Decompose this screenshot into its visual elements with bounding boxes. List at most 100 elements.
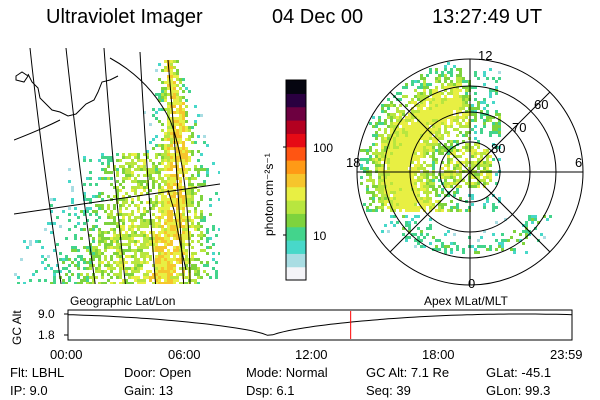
image-pixel: [378, 161, 381, 164]
image-pixel: [161, 159, 164, 162]
image-pixel: [218, 252, 220, 255]
image-pixel: [405, 221, 408, 224]
image-pixel: [50, 222, 53, 225]
image-pixel: [444, 77, 447, 80]
image-pixel: [378, 134, 381, 137]
image-pixel: [152, 168, 155, 171]
image-pixel: [140, 246, 143, 249]
image-pixel: [122, 252, 125, 255]
image-pixel: [375, 149, 378, 152]
image-pixel: [122, 213, 125, 216]
param-flt: Flt: LBHL: [10, 365, 65, 380]
image-pixel: [399, 206, 402, 209]
image-pixel: [477, 185, 480, 188]
image-pixel: [86, 267, 89, 270]
image-pixel: [486, 104, 489, 107]
image-pixel: [131, 222, 134, 225]
image-pixel: [185, 258, 188, 261]
image-pixel: [119, 249, 122, 252]
image-pixel: [411, 110, 414, 113]
image-pixel: [417, 200, 420, 203]
image-pixel: [77, 222, 80, 225]
image-pixel: [450, 101, 453, 104]
image-pixel: [212, 252, 215, 255]
image-pixel: [450, 107, 453, 110]
image-pixel: [465, 80, 468, 83]
image-pixel: [167, 222, 170, 225]
image-pixel: [456, 68, 459, 71]
image-pixel: [155, 180, 158, 183]
image-pixel: [209, 204, 212, 207]
image-pixel: [176, 216, 179, 219]
image-pixel: [381, 191, 384, 194]
image-pixel: [459, 89, 462, 92]
image-pixel: [483, 71, 486, 74]
image-pixel: [456, 80, 459, 83]
image-pixel: [453, 107, 456, 110]
image-pixel: [140, 168, 143, 171]
image-pixel: [170, 243, 173, 246]
image-pixel: [113, 261, 116, 264]
image-pixel: [86, 219, 89, 222]
image-pixel: [432, 149, 435, 152]
image-pixel: [185, 243, 188, 246]
image-pixel: [438, 104, 441, 107]
image-pixel: [92, 228, 95, 231]
image-pixel: [411, 203, 414, 206]
image-pixel: [402, 188, 405, 191]
image-pixel: [155, 279, 158, 282]
image-pixel: [441, 203, 444, 206]
image-pixel: [119, 189, 122, 192]
image-pixel: [423, 101, 426, 104]
image-pixel: [411, 125, 414, 128]
image-pixel: [197, 114, 200, 117]
image-pixel: [423, 149, 426, 152]
image-pixel: [402, 173, 405, 176]
image-pixel: [170, 156, 173, 159]
image-pixel: [420, 74, 423, 77]
image-pixel: [179, 246, 182, 249]
image-pixel: [77, 276, 80, 279]
image-pixel: [152, 219, 155, 222]
image-pixel: [483, 119, 486, 122]
image-pixel: [200, 195, 203, 198]
image-pixel: [420, 92, 423, 95]
image-pixel: [146, 237, 149, 240]
image-pixel: [399, 194, 402, 197]
image-pixel: [101, 234, 104, 237]
image-pixel: [56, 216, 59, 219]
image-pixel: [408, 128, 411, 131]
image-pixel: [137, 165, 140, 168]
image-pixel: [167, 264, 170, 267]
image-pixel: [402, 179, 405, 182]
image-pixel: [188, 183, 191, 186]
image-pixel: [489, 68, 492, 71]
image-pixel: [158, 78, 161, 81]
image-pixel: [167, 177, 170, 180]
image-pixel: [137, 225, 140, 228]
image-pixel: [164, 255, 167, 258]
image-pixel: [164, 90, 167, 93]
image-pixel: [167, 273, 170, 276]
image-pixel: [107, 213, 110, 216]
image-pixel: [438, 125, 441, 128]
image-pixel: [408, 224, 411, 227]
image-pixel: [465, 89, 468, 92]
image-pixel: [170, 252, 173, 255]
image-pixel: [360, 149, 363, 152]
image-pixel: [110, 159, 113, 162]
image-pixel: [393, 173, 396, 176]
image-pixel: [86, 177, 89, 180]
image-pixel: [405, 152, 408, 155]
image-pixel: [393, 113, 396, 116]
image-pixel: [188, 225, 191, 228]
image-pixel: [71, 186, 74, 189]
image-pixel: [414, 191, 417, 194]
image-pixel: [411, 158, 414, 161]
image-pixel: [146, 234, 149, 237]
image-pixel: [462, 119, 465, 122]
image-pixel: [399, 155, 402, 158]
image-pixel: [459, 185, 462, 188]
image-pixel: [465, 146, 468, 149]
coastline-island: [15, 71, 29, 83]
